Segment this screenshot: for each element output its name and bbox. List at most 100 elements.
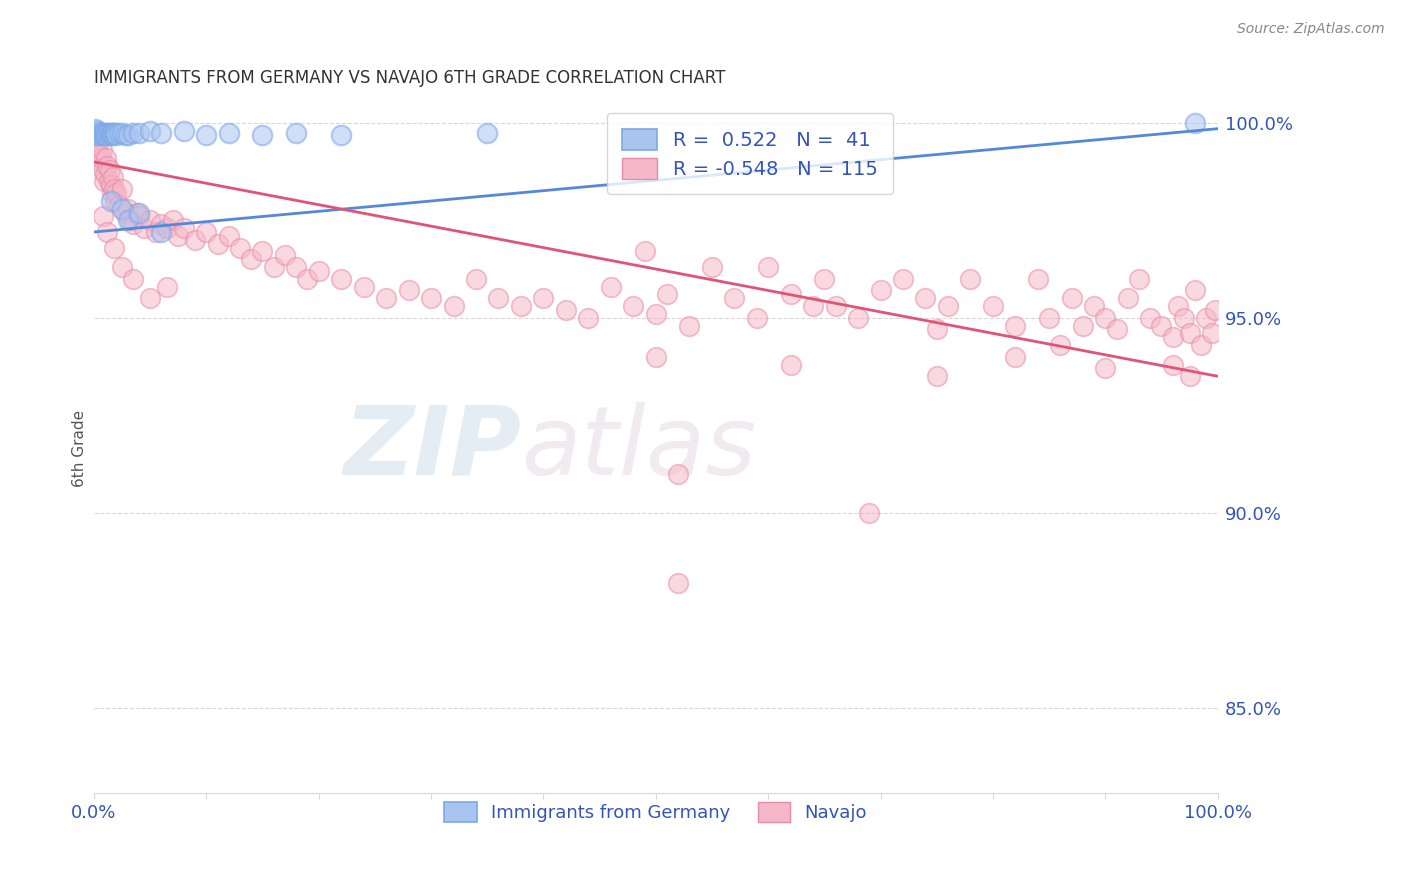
Point — [959, 272, 981, 286]
Point — [105, 128, 128, 142]
Point — [1026, 272, 1049, 286]
Point — [1201, 326, 1223, 341]
Point — [420, 291, 443, 305]
Point — [94, 128, 117, 142]
Point — [655, 287, 678, 301]
Point — [195, 225, 218, 239]
Point — [1004, 318, 1026, 333]
Point — [353, 279, 375, 293]
Text: IMMIGRANTS FROM GERMANY VS NAVAJO 6TH GRADE CORRELATION CHART: IMMIGRANTS FROM GERMANY VS NAVAJO 6TH GR… — [94, 69, 725, 87]
Point — [173, 123, 195, 137]
Point — [621, 299, 644, 313]
Point — [745, 310, 768, 325]
Point — [162, 213, 184, 227]
Point — [443, 299, 465, 313]
Point — [139, 213, 162, 227]
Point — [465, 272, 488, 286]
Point — [91, 162, 114, 177]
Point — [700, 260, 723, 274]
Point — [678, 318, 700, 333]
Point — [96, 159, 118, 173]
Point — [477, 126, 499, 140]
Text: Source: ZipAtlas.com: Source: ZipAtlas.com — [1237, 22, 1385, 37]
Point — [644, 350, 666, 364]
Point — [554, 302, 576, 317]
Point — [285, 126, 308, 140]
Point — [101, 126, 124, 140]
Point — [97, 174, 120, 188]
Point — [139, 291, 162, 305]
Point — [1116, 291, 1139, 305]
Point — [91, 210, 114, 224]
Point — [1184, 284, 1206, 298]
Point — [184, 233, 207, 247]
Point — [93, 126, 115, 140]
Point — [1038, 310, 1060, 325]
Y-axis label: 6th Grade: 6th Grade — [72, 409, 87, 487]
Point — [1105, 322, 1128, 336]
Point — [510, 299, 533, 313]
Point — [488, 291, 510, 305]
Point — [846, 310, 869, 325]
Point — [398, 284, 420, 298]
Text: ZIP: ZIP — [343, 402, 522, 495]
Point — [156, 279, 179, 293]
Point — [117, 128, 139, 142]
Point — [111, 126, 134, 140]
Point — [122, 272, 145, 286]
Point — [531, 291, 554, 305]
Point — [1049, 338, 1071, 352]
Point — [644, 307, 666, 321]
Point — [285, 260, 308, 274]
Point — [1094, 361, 1116, 376]
Point — [1004, 350, 1026, 364]
Point — [150, 225, 173, 239]
Point — [128, 210, 150, 224]
Point — [86, 139, 108, 153]
Point — [1071, 318, 1094, 333]
Point — [93, 174, 115, 188]
Point — [274, 248, 297, 262]
Point — [801, 299, 824, 313]
Point — [330, 272, 353, 286]
Point — [139, 123, 162, 137]
Point — [1161, 330, 1184, 344]
Point — [756, 260, 779, 274]
Point — [103, 241, 125, 255]
Point — [167, 228, 190, 243]
Point — [103, 126, 125, 140]
Point — [1139, 310, 1161, 325]
Point — [111, 260, 134, 274]
Point — [111, 202, 134, 216]
Point — [150, 126, 173, 140]
Point — [666, 575, 689, 590]
Point — [134, 221, 156, 235]
Point — [122, 217, 145, 231]
Point — [90, 143, 112, 157]
Point — [107, 126, 129, 140]
Point — [101, 170, 124, 185]
Point — [218, 228, 240, 243]
Point — [981, 299, 1004, 313]
Legend: Immigrants from Germany, Navajo: Immigrants from Germany, Navajo — [433, 791, 877, 832]
Point — [117, 202, 139, 216]
Point — [1178, 326, 1201, 341]
Point — [96, 128, 118, 142]
Point — [103, 182, 125, 196]
Point — [723, 291, 745, 305]
Point — [86, 128, 108, 142]
Point — [89, 154, 111, 169]
Point — [925, 369, 948, 384]
Point — [1204, 302, 1226, 317]
Point — [813, 272, 835, 286]
Point — [84, 121, 107, 136]
Point — [297, 272, 319, 286]
Point — [125, 205, 148, 219]
Point — [1189, 338, 1212, 352]
Point — [104, 194, 127, 208]
Point — [936, 299, 959, 313]
Point — [150, 217, 173, 231]
Point — [779, 287, 801, 301]
Point — [1178, 369, 1201, 384]
Point — [94, 167, 117, 181]
